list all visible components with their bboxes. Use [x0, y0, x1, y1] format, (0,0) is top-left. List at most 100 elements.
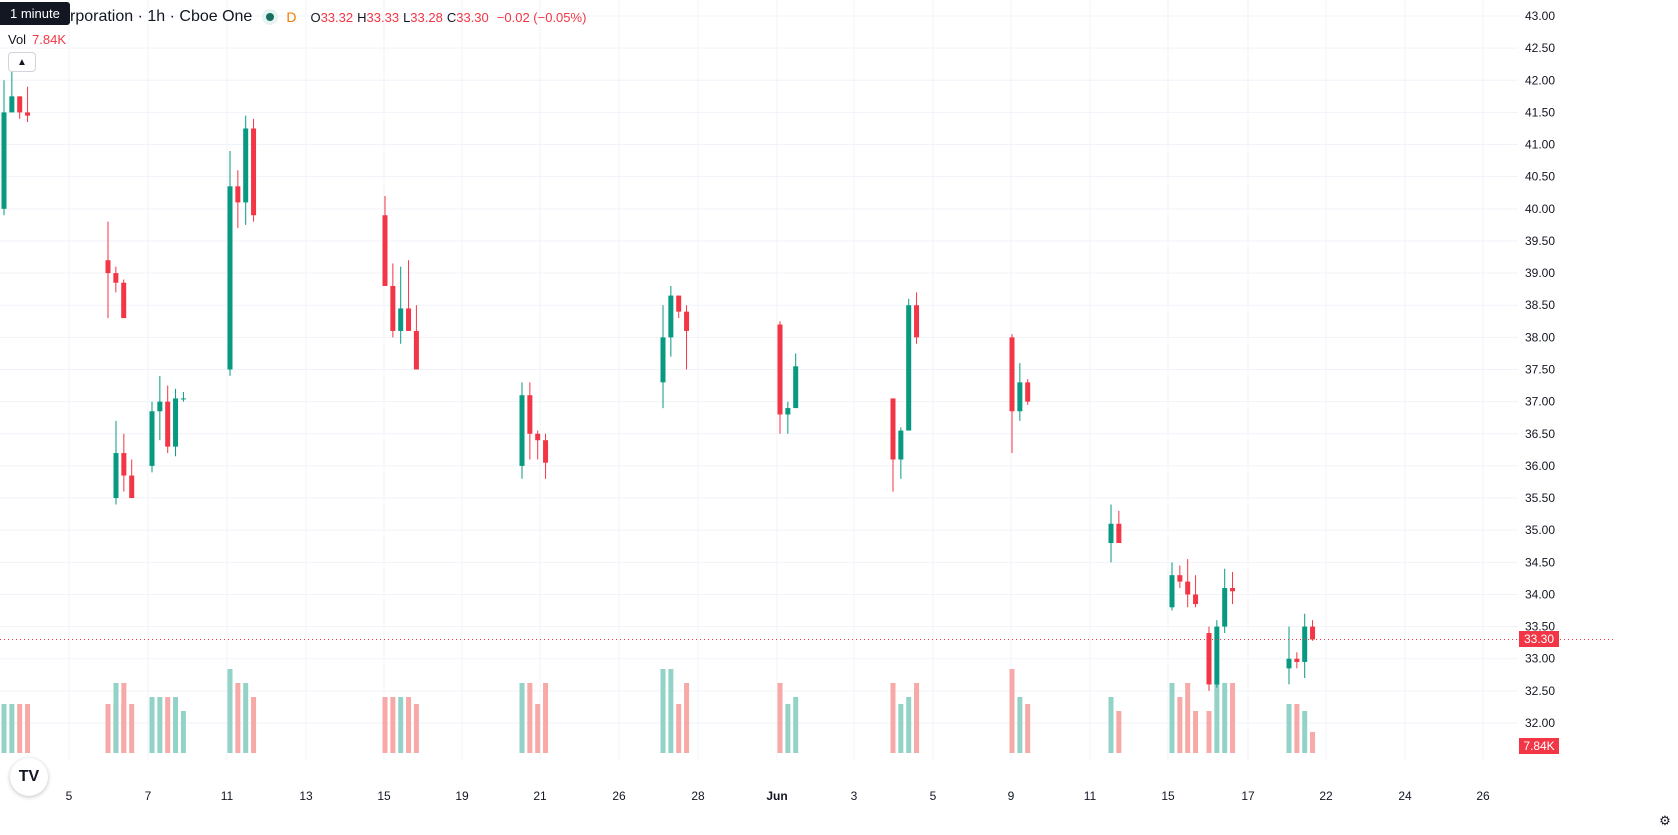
time-tick-label: Jun [766, 789, 787, 803]
volume-bar [1214, 683, 1220, 753]
volume-bar [25, 704, 31, 753]
candle-body [1286, 658, 1292, 669]
candle-body [660, 337, 666, 383]
tradingview-logo-icon[interactable]: TV [10, 758, 48, 796]
candle-body [121, 282, 127, 319]
candle-body [149, 411, 155, 466]
volume-bar [1193, 711, 1199, 753]
candle-body [519, 395, 525, 466]
price-tick-label: 33.50 [1525, 620, 1555, 634]
volume-bar [235, 683, 241, 753]
gear-icon[interactable]: ⚙ [1659, 813, 1671, 828]
candle-body [413, 330, 419, 370]
time-tick-label: 26 [612, 789, 626, 803]
symbol-title[interactable]: rporation · 1h · Cboe One [70, 8, 253, 25]
candle-body [890, 398, 896, 460]
candle-body [1206, 633, 1212, 685]
candle-body [180, 398, 186, 400]
volume-label: Vol [8, 32, 27, 47]
volume-bar [914, 683, 920, 753]
data-badge[interactable]: D [286, 9, 297, 25]
volume-bar [1222, 683, 1228, 753]
price-tick-label: 34.00 [1525, 587, 1555, 601]
volume-legend[interactable]: Vol 7.84K [8, 32, 66, 47]
volume-bar [1, 704, 7, 753]
time-tick-label: 19 [455, 789, 469, 803]
candle-body [390, 285, 396, 331]
price-axis: 43.00 42.50 42.00 41.50 41.00 40.50 40.00 39.50… [1525, 9, 1555, 730]
candle-body [1230, 588, 1236, 592]
volume-bar [382, 697, 388, 753]
symbol-legend[interactable]: rporation · 1h · Cboe One D O 33.32 H 33.3… [8, 8, 586, 26]
change-value: −0.02 (−0.05%) [496, 9, 587, 25]
volume-bar [1116, 711, 1122, 753]
time-tick-label: 17 [1241, 789, 1255, 803]
collapse-legend-button[interactable]: ▲ [8, 52, 36, 72]
price-tick-label: 41.50 [1525, 105, 1555, 119]
candle-body [1193, 594, 1199, 605]
volume-bar [543, 683, 549, 753]
candle-body [157, 401, 163, 412]
logo-text: TV [18, 768, 40, 785]
candle-body [1025, 382, 1031, 402]
market-status-icon[interactable] [262, 9, 279, 25]
volume-bar [777, 683, 783, 753]
price-tick-label: 38.50 [1525, 298, 1555, 312]
volume-bar [527, 683, 533, 753]
time-tick-label: 7 [145, 789, 152, 803]
volume-bar [1310, 732, 1316, 753]
time-tick-label: 11 [1084, 789, 1097, 803]
time-tick-label: 11 [221, 789, 234, 803]
candle-body [235, 186, 241, 203]
price-tick-label: 40.50 [1525, 170, 1555, 184]
candle-body [113, 453, 119, 499]
volume-bar [1286, 704, 1292, 753]
price-tick-label: 39.50 [1525, 234, 1555, 248]
candle-body [676, 295, 682, 312]
volume-bar [1017, 697, 1023, 753]
volume-bar [1169, 683, 1175, 753]
low-label: L [403, 9, 411, 25]
candle-body [785, 408, 791, 415]
volume-bar [105, 704, 111, 753]
volume-bar [243, 683, 249, 753]
candlesticks [1, 70, 1316, 691]
volume-bar [1108, 697, 1114, 753]
price-tick-label: 42.50 [1525, 41, 1555, 55]
candle-body [1177, 575, 1183, 582]
candle-body [129, 475, 135, 499]
volume-bar [180, 711, 186, 753]
time-tick-label: 26 [1476, 789, 1490, 803]
price-tick-label: 33.00 [1525, 652, 1555, 666]
time-tick-label: 15 [377, 789, 391, 803]
candle-body [914, 305, 920, 338]
time-tick-label: 3 [851, 789, 858, 803]
volume-bar [9, 704, 15, 753]
candle-body [898, 430, 904, 460]
candle-body [165, 401, 171, 447]
volume-bar [173, 697, 179, 753]
candle-body [668, 295, 674, 338]
price-tick-label: 37.50 [1525, 363, 1555, 377]
candle-body [1214, 626, 1220, 685]
price-tick-label: 32.00 [1525, 716, 1555, 730]
price-tick-label: 40.00 [1525, 202, 1555, 216]
volume-bar [157, 697, 163, 753]
time-tick-label: 13 [299, 789, 313, 803]
volume-bar [785, 704, 791, 753]
volume-bar [1294, 704, 1300, 753]
candle-body [1310, 626, 1316, 640]
price-tick-label: 32.50 [1525, 684, 1555, 698]
close-value: 33.30 [456, 9, 489, 25]
open-label: O [310, 9, 321, 25]
volume-bars [1, 669, 1316, 753]
volume-bar [684, 683, 690, 753]
volume-bar [519, 683, 525, 753]
volume-bar [1185, 683, 1191, 753]
candle-body [382, 215, 388, 286]
last-price-tag: 33.30 [1519, 631, 1559, 648]
price-tick-label: 41.00 [1525, 138, 1555, 152]
candle-body [527, 395, 533, 434]
volume-bar [1009, 669, 1015, 753]
